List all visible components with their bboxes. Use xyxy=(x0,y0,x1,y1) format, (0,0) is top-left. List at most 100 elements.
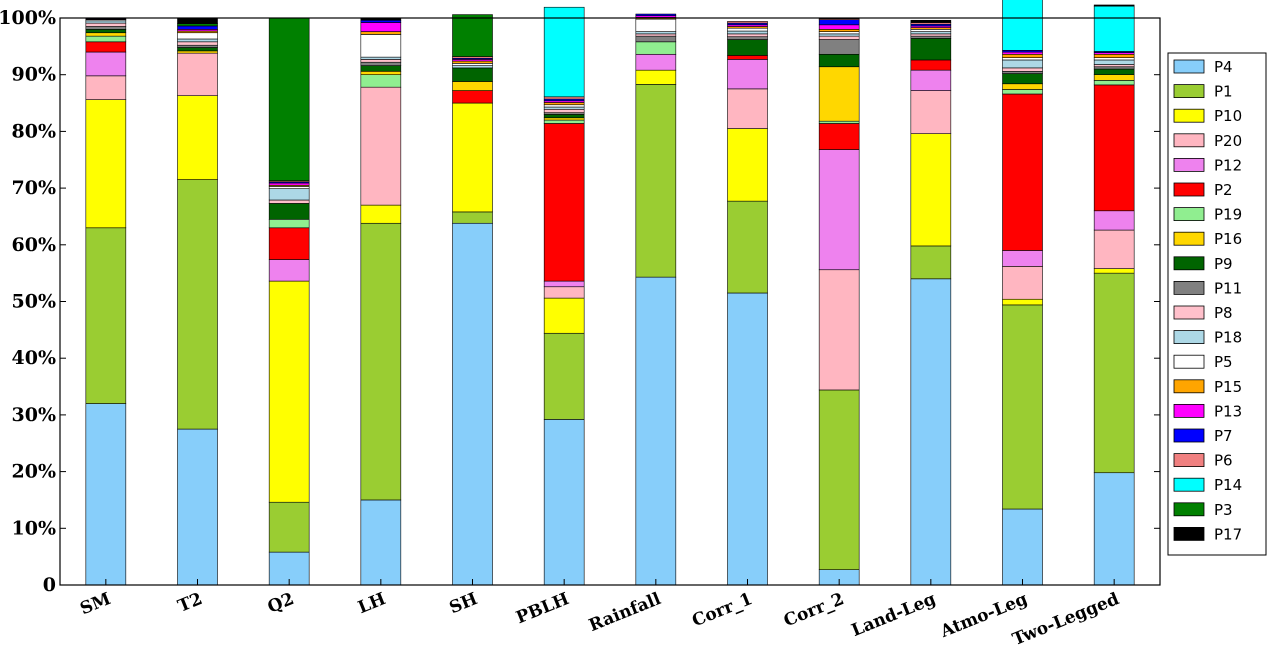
legend: P4 P1 P10 P20 P12 P2 P19 P16 P9 P11 P8 P18 P5 P15 P13 P… xyxy=(1167,52,1267,556)
legend-label-p19: P19 xyxy=(1214,206,1242,224)
bar-segment-p10-corr_1 xyxy=(727,128,768,202)
x-axis: SM T2 Q2 LH SH PBLH Rainfall Corr_1 Corr_2 Land-L… xyxy=(77,579,1122,650)
bar-segment-p19-lh xyxy=(360,74,402,88)
bar-segment-p1-sh xyxy=(452,211,493,224)
bar-segment-p11-corr_2 xyxy=(818,39,860,55)
bar-segment-p2-corr_2 xyxy=(818,123,860,150)
bar-segment-p1-land-leg xyxy=(910,245,952,280)
bar-segment-p16-lh xyxy=(360,70,402,75)
bar-segment-p7-lh xyxy=(360,19,402,23)
bar-segment-p5-land-leg xyxy=(910,29,952,32)
bar-segment-p16-sh xyxy=(452,81,493,91)
bar-segment-p1-t2 xyxy=(177,179,218,430)
legend-label-p6: P6 xyxy=(1214,452,1233,470)
bar-segment-p9-sh xyxy=(452,67,493,82)
bar-segment-p16-t2 xyxy=(177,50,218,54)
legend-label-p14: P14 xyxy=(1214,476,1242,494)
legend-swatch-p6 xyxy=(1173,453,1205,468)
bar-segment-p3-t2 xyxy=(177,23,218,27)
bar-segment-p15-two-legged xyxy=(1093,53,1135,58)
bar-segment-p18-q2 xyxy=(268,188,310,201)
bar-segment-p13-lh xyxy=(360,22,402,32)
legend-swatch-p14 xyxy=(1173,477,1205,492)
bar-segment-p2-atmo-leg xyxy=(1002,93,1043,251)
category-label: Land-Leg xyxy=(849,589,939,641)
bar-segment-p11-land-leg xyxy=(910,35,952,39)
bar-segment-p12-pblh xyxy=(543,280,585,288)
bar-segment-p1-sm xyxy=(85,227,127,404)
bar-segment-p11-rainfall xyxy=(635,35,677,43)
bar-segment-p10-lh xyxy=(360,204,402,224)
bar-segment-p1-lh xyxy=(360,222,402,501)
bar-segment-p1-atmo-leg xyxy=(1002,304,1043,510)
category-label: SM xyxy=(77,589,113,619)
legend-swatch-p5 xyxy=(1173,354,1205,369)
legend-swatch-p7 xyxy=(1173,428,1205,443)
plot-frame xyxy=(59,17,1161,586)
bar-segment-p8-q2 xyxy=(268,199,310,204)
legend-swatch-p18 xyxy=(1173,330,1205,345)
bar-segment-p8-atmo-leg xyxy=(1002,67,1043,72)
bar-segment-p4-two-legged xyxy=(1093,472,1135,586)
bar-segment-p10-rainfall xyxy=(635,69,677,85)
bar-segment-p6-corr_1 xyxy=(727,21,768,24)
bar-segment-p5-two-legged xyxy=(1093,57,1135,61)
bar-segment-p4-corr_1 xyxy=(727,292,768,586)
legend-swatch-p1 xyxy=(1173,84,1205,98)
bar-segment-p12-sm xyxy=(85,51,127,77)
bar-segment-p1-q2 xyxy=(268,501,310,553)
bar-segment-p18-atmo-leg xyxy=(1002,59,1043,69)
legend-label-p9: P9 xyxy=(1214,255,1233,273)
bar-segment-p11-atmo-leg xyxy=(1002,70,1043,74)
legend-label-p16: P16 xyxy=(1214,230,1242,248)
y-tick-label: 100% xyxy=(0,7,56,29)
bar-segment-p17-t2 xyxy=(177,17,218,24)
bar-segment-p5-corr_1 xyxy=(727,27,768,32)
bar-segment-p8-t2 xyxy=(177,41,218,46)
bar-segment-p10-atmo-leg xyxy=(1002,298,1043,306)
bar-segment-p14-pblh xyxy=(543,6,585,98)
bar-segment-p5-corr_2 xyxy=(818,31,860,35)
legend-label-p8: P8 xyxy=(1214,304,1233,322)
bar-segment-p7-corr_2 xyxy=(818,19,860,26)
bar-segment-p10-sm xyxy=(85,99,127,229)
legend-swatch-p13 xyxy=(1173,403,1205,418)
bar-segment-p20-two-legged xyxy=(1093,229,1135,269)
legend-label-p17: P17 xyxy=(1214,525,1242,543)
legend-label-p3: P3 xyxy=(1214,501,1233,519)
y-tick-label: 40% xyxy=(12,347,57,369)
bar-segment-p1-rainfall xyxy=(635,84,677,278)
legend-swatch-p11 xyxy=(1173,280,1205,295)
bar-segment-p18-corr_2 xyxy=(818,33,860,37)
bar-segment-p4-rainfall xyxy=(635,276,677,586)
bar-segment-p2-land-leg xyxy=(910,59,952,71)
bar-segment-p4-t2 xyxy=(177,428,218,586)
bar-segment-p9-atmo-leg xyxy=(1002,73,1043,85)
bar-segment-p8-sm xyxy=(85,22,127,27)
legend-label-p10: P10 xyxy=(1214,107,1242,125)
category-label: PBLH xyxy=(513,589,572,628)
bar-segment-p7-t2 xyxy=(177,25,218,30)
bar-segment-p16-pblh xyxy=(543,117,585,121)
legend-swatch-p16 xyxy=(1173,231,1205,246)
bar-segment-p19-pblh xyxy=(543,119,585,124)
category-label: T2 xyxy=(175,589,205,617)
bar-segment-p18-sh xyxy=(452,65,493,69)
bar-segment-p4-sm xyxy=(85,403,127,586)
legend-swatch-p9 xyxy=(1173,256,1205,271)
bar-segment-p20-corr_2 xyxy=(818,269,860,391)
bar-segment-p1-two-legged xyxy=(1093,272,1135,474)
bar-segment-p2-sh xyxy=(452,90,493,104)
legend-label-p5: P5 xyxy=(1214,353,1233,371)
bar-segment-p15-atmo-leg xyxy=(1002,53,1043,58)
legend-label-p13: P13 xyxy=(1214,402,1242,420)
bar-segment-p7-rainfall xyxy=(635,13,677,17)
bar-segment-p18-corr_1 xyxy=(727,30,768,35)
bar-segment-p14-atmo-leg xyxy=(1002,0,1043,51)
bar-segment-p16-corr_2 xyxy=(818,66,860,122)
bar-segment-p6-pblh xyxy=(543,96,585,100)
y-tick-label: 50% xyxy=(12,291,57,313)
bar-segment-p10-pblh xyxy=(543,297,585,334)
legend-label-p15: P15 xyxy=(1214,378,1242,396)
bar-segment-p15-corr_2 xyxy=(818,29,860,32)
